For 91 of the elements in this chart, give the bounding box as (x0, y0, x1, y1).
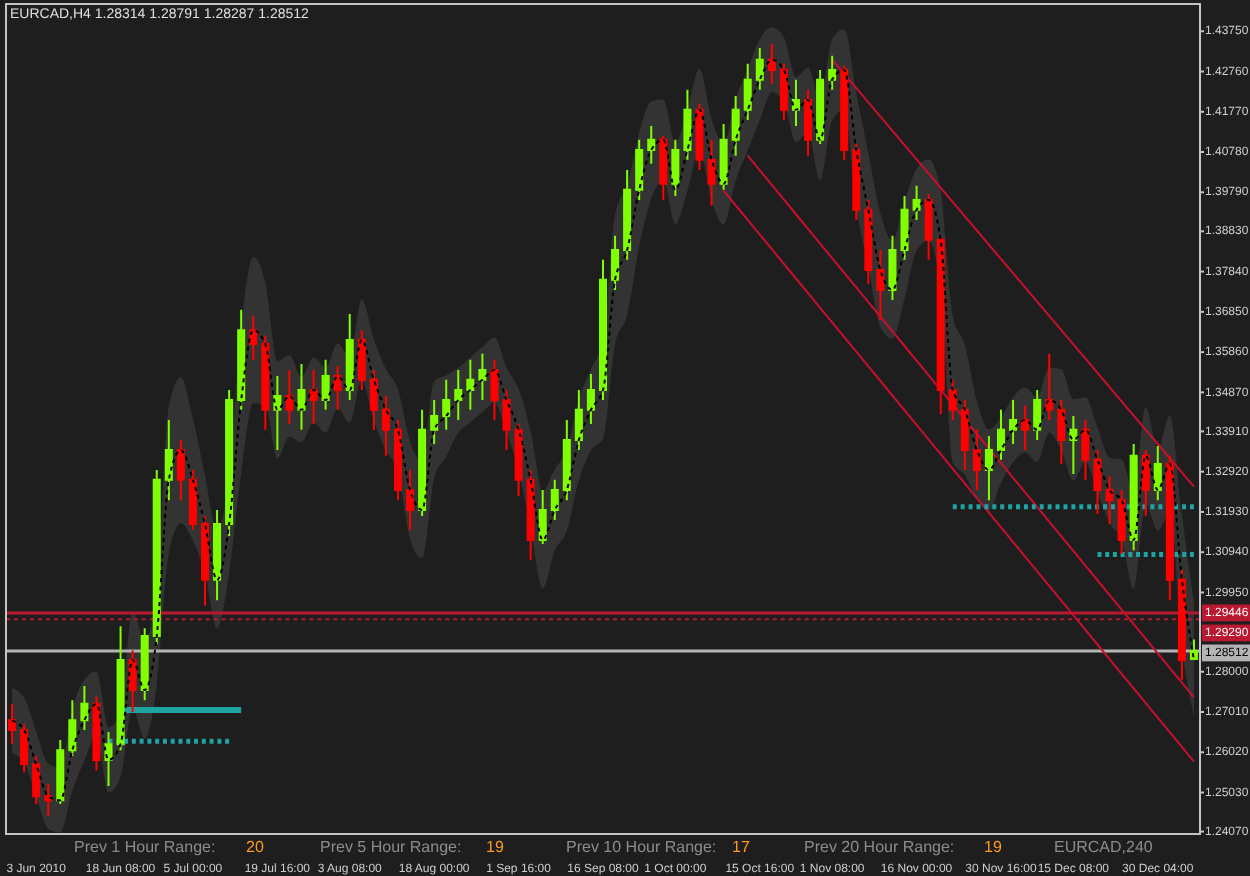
candlestick (731, 94, 740, 157)
candlestick (381, 395, 390, 457)
candlestick (128, 649, 137, 713)
candlestick (406, 469, 415, 531)
candlestick (200, 514, 210, 607)
candlestick (804, 88, 813, 157)
candlestick (430, 399, 439, 446)
candlestick (285, 369, 294, 426)
text: EURCAD,240 (1054, 838, 1154, 856)
candlestick (345, 312, 354, 402)
text: 19 (486, 838, 505, 856)
candlestick (659, 134, 668, 202)
text: Prev 1 Hour Range: (74, 838, 216, 856)
text: Prev 5 Hour Range: (320, 838, 462, 856)
candlestick (538, 488, 547, 546)
candlestick (466, 358, 475, 411)
candlestick (960, 399, 969, 472)
candlestick (562, 419, 571, 502)
candlestick (1009, 399, 1018, 446)
text: Prev 10 Hour Range: (566, 838, 717, 856)
candlestick (1117, 488, 1126, 555)
candlestick (984, 434, 993, 502)
candlestick (623, 168, 632, 261)
candlestick (948, 378, 957, 422)
candlestick (671, 138, 680, 197)
candlestick (104, 730, 113, 788)
candlestick (297, 362, 306, 431)
candlestick (1141, 449, 1150, 517)
candlestick (249, 314, 258, 361)
candlestick (574, 388, 583, 452)
candlestick (478, 352, 487, 402)
candlestick (502, 388, 511, 452)
line-series (722, 189, 1195, 763)
candlestick (1081, 419, 1090, 481)
candlestick (635, 138, 644, 202)
candlestick (1153, 445, 1162, 502)
candlestick (514, 423, 523, 498)
candlestick (309, 369, 318, 426)
candlestick (1045, 352, 1054, 422)
candlestick (1093, 449, 1102, 515)
candlestick (116, 625, 125, 752)
line-series (831, 58, 1195, 488)
candlestick (68, 699, 77, 757)
candlestick (924, 192, 933, 261)
candlestick (176, 438, 185, 502)
candlestick (442, 378, 451, 431)
candlestick (1021, 404, 1030, 452)
candlestick (261, 334, 270, 431)
candlestick (550, 478, 559, 522)
candlestick (8, 702, 17, 746)
candlestick (707, 138, 716, 207)
candlestick (490, 358, 499, 422)
candlestick (164, 419, 173, 502)
candlestick (912, 184, 921, 221)
candlestick (1033, 388, 1042, 441)
candlestick (32, 754, 41, 805)
candlestick (611, 234, 620, 291)
candlestick (647, 125, 656, 165)
candlestick (80, 684, 89, 731)
candlestick (1069, 414, 1078, 476)
candlestick (273, 375, 282, 452)
candlestick (755, 46, 764, 91)
candlestick (357, 329, 366, 391)
candlestick (1105, 475, 1114, 526)
candlestick (333, 364, 342, 411)
candlestick (695, 102, 704, 171)
text: 19 (984, 838, 1003, 856)
candlestick (996, 408, 1006, 461)
candlestick (44, 782, 53, 818)
text: 17 (732, 838, 751, 856)
line-series (746, 154, 1195, 699)
candlestick (369, 369, 378, 431)
candlestick (888, 234, 897, 302)
candlestick (767, 42, 776, 85)
candlestick (20, 723, 29, 774)
candlestick (779, 62, 788, 121)
candlestick (683, 88, 692, 161)
candlestick (791, 78, 800, 127)
candlestick (900, 194, 909, 261)
candlestick (213, 508, 222, 602)
candlestick (586, 373, 595, 426)
candlestick (321, 358, 330, 411)
candlestick (743, 62, 752, 121)
text: 20 (246, 838, 265, 856)
candlestick (454, 369, 463, 422)
candlestick (972, 428, 981, 491)
candlestick (828, 54, 837, 91)
candlestick (719, 122, 728, 191)
text: Prev 20 Hour Range: (804, 838, 955, 856)
candlestick (1057, 399, 1066, 465)
candlestick (876, 249, 885, 321)
